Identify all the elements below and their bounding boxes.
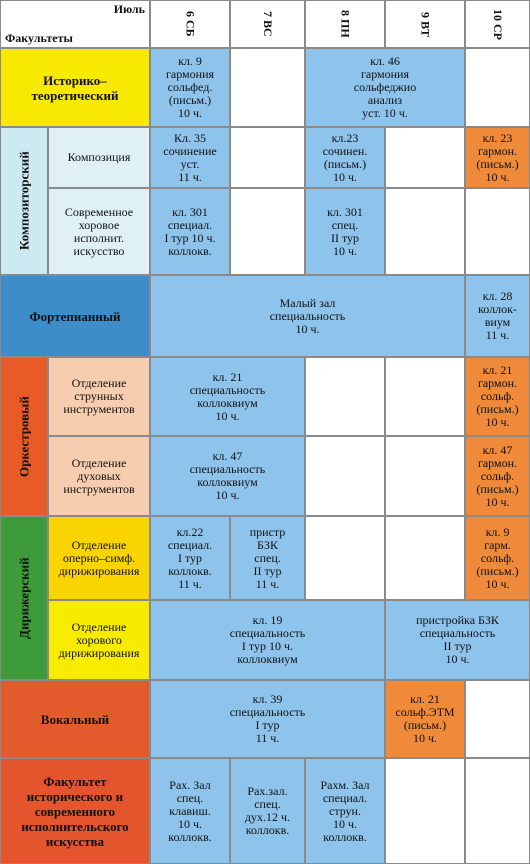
session-cell: кл.22 специал. I тур коллокв. 11 ч.	[150, 516, 230, 600]
session-cell: кл. 39 специальность I тур 11 ч.	[150, 680, 385, 758]
session-cell: кл. 46 гармония сольфеджио анализ уст. 1…	[305, 48, 465, 127]
empty-cell	[305, 357, 385, 436]
day-weekday: ПН	[338, 19, 353, 38]
session-cell: кл. 9 гарм. сольф. (письм.) 10 ч.	[465, 516, 530, 600]
empty-cell	[385, 188, 465, 275]
faculty: Дирижерский	[0, 516, 48, 680]
month: Июль	[113, 2, 145, 16]
header-corner: Июль Факультеты	[0, 0, 150, 48]
empty-cell	[385, 516, 465, 600]
department: Современное хоровое исполнит. искусство	[48, 188, 150, 275]
empty-cell	[385, 127, 465, 188]
empty-cell	[465, 758, 530, 864]
day-header: 8 ПН	[305, 0, 385, 48]
faculty: Оркестровый	[0, 357, 48, 516]
faculty: Композиторский	[0, 127, 48, 275]
session-cell: кл.23 сочинен. (письм.) 10 ч.	[305, 127, 385, 188]
faculty: Факультет исторического и современного и…	[0, 758, 150, 864]
empty-cell	[305, 516, 385, 600]
day-header: 6 СБ	[150, 0, 230, 48]
day-date: 9	[418, 11, 433, 18]
session-cell: кл. 21 специальность коллоквиум 10 ч.	[150, 357, 305, 436]
empty-cell	[465, 680, 530, 758]
day-header: 7 ВС	[230, 0, 305, 48]
session-cell: кл. 47 специальность коллоквиум 10 ч.	[150, 436, 305, 516]
empty-cell	[230, 188, 305, 275]
session-cell: кл. 28 коллок- виум 11 ч.	[465, 275, 530, 357]
department: Композиция	[48, 127, 150, 188]
department: Отделение струнных инструментов	[48, 357, 150, 436]
faculty: Вокальный	[0, 680, 150, 758]
empty-cell	[385, 758, 465, 864]
session-cell: пристр БЗК спец. II тур 11 ч.	[230, 516, 305, 600]
day-weekday: СБ	[183, 20, 198, 37]
session-cell: Рах. Зал спец. клавиш. 10 ч. коллокв.	[150, 758, 230, 864]
faculties-label: Факультеты	[5, 31, 73, 45]
empty-cell	[230, 48, 305, 127]
empty-cell	[465, 48, 530, 127]
session-cell: пристройка БЗК специальность II тур 10 ч…	[385, 600, 530, 680]
empty-cell	[305, 436, 385, 516]
session-cell: кл. 21 сольф.ЭТМ (письм.) 10 ч.	[385, 680, 465, 758]
faculty: Историко– теоретический	[0, 48, 150, 127]
session-cell: кл. 21 гармон. сольф. (письм.) 10 ч.	[465, 357, 530, 436]
day-header: 10 СР	[465, 0, 530, 48]
day-header: 9 ВТ	[385, 0, 465, 48]
day-weekday: СР	[491, 23, 505, 40]
department: Отделение хорового дирижирования	[48, 600, 150, 680]
empty-cell	[465, 188, 530, 275]
empty-cell	[230, 127, 305, 188]
session-cell: кл. 19 специальность I тур 10 ч. коллокв…	[150, 600, 385, 680]
day-date: 8	[338, 10, 353, 17]
day-label: 6 СБ	[183, 11, 198, 37]
day-label: 10 СР	[491, 8, 505, 40]
day-date: 7	[261, 11, 275, 18]
day-weekday: ВТ	[418, 20, 433, 37]
session-cell: Рах.зал. спец. дух.12 ч. коллокв.	[230, 758, 305, 864]
day-label: 7 ВС	[261, 11, 275, 37]
day-weekday: ВС	[261, 20, 275, 37]
session-cell: кл. 23 гармон. (письм.) 10 ч.	[465, 127, 530, 188]
session-cell: Малый зал специальность 10 ч.	[150, 275, 465, 357]
empty-cell	[385, 357, 465, 436]
day-date: 6	[183, 11, 198, 18]
session-cell: кл. 301 специал. I тур 10 ч. коллокв.	[150, 188, 230, 275]
session-cell: Рахм. Зал специал. струн. 10 ч. коллокв.	[305, 758, 385, 864]
department: Отделение оперно–симф. дирижирования	[48, 516, 150, 600]
faculty: Фортепианный	[0, 275, 150, 357]
department: Отделение духовых инструментов	[48, 436, 150, 516]
session-cell: кл. 9 гармония сольфед. (письм.) 10 ч.	[150, 48, 230, 127]
session-cell: кл. 47 гармон. сольф. (письм.) 10 ч.	[465, 436, 530, 516]
day-date: 10	[491, 8, 505, 21]
session-cell: кл. 301 спец. II тур 10 ч.	[305, 188, 385, 275]
empty-cell	[385, 436, 465, 516]
day-label: 9 ВТ	[418, 11, 433, 37]
session-cell: Кл. 35 сочинение уст. 11 ч.	[150, 127, 230, 188]
day-label: 8 ПН	[338, 10, 353, 38]
